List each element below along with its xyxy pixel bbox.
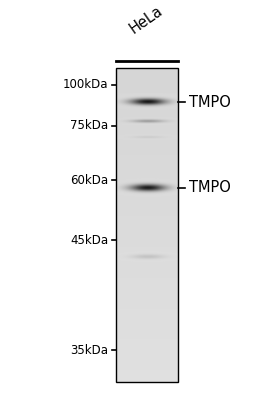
- Text: 75kDa: 75kDa: [70, 119, 108, 132]
- Text: TMPO: TMPO: [189, 94, 231, 110]
- Text: 45kDa: 45kDa: [70, 234, 108, 246]
- Text: 35kDa: 35kDa: [70, 344, 108, 357]
- Text: 60kDa: 60kDa: [70, 174, 108, 187]
- Text: HeLa: HeLa: [127, 3, 165, 37]
- Text: 100kDa: 100kDa: [63, 78, 108, 91]
- Bar: [116, 68, 178, 382]
- Text: TMPO: TMPO: [189, 180, 231, 195]
